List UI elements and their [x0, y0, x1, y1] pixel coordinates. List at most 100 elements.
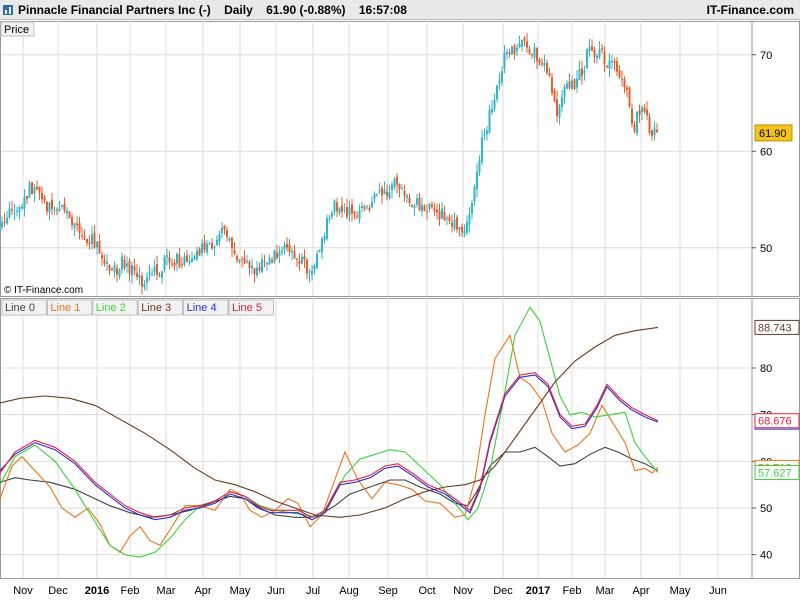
candle-down — [226, 230, 228, 237]
candle-down — [556, 99, 558, 116]
candle-down — [529, 49, 531, 54]
candle-up — [6, 218, 8, 223]
candle-down — [629, 87, 631, 106]
candle-up — [324, 236, 326, 240]
candle-down — [541, 63, 543, 64]
legend-label: Line 2 — [96, 302, 126, 314]
candle-up — [586, 50, 588, 69]
candle-up — [59, 209, 61, 211]
candle-down — [234, 250, 236, 253]
candle-down — [299, 261, 301, 264]
candle-down — [169, 257, 171, 262]
candle-up — [519, 44, 521, 47]
candle-up — [389, 192, 391, 198]
candle-down — [76, 224, 78, 225]
candle-down — [236, 256, 238, 260]
candle-up — [114, 265, 116, 272]
legend-label: Line 0 — [5, 302, 35, 314]
x-axis-label: Jun — [709, 585, 727, 597]
x-axis-label: Feb — [563, 585, 582, 597]
x-axis-label: Jun — [267, 585, 285, 597]
candle-up — [489, 110, 491, 133]
candle-down — [509, 52, 511, 54]
price-y-tick-label: 50 — [760, 243, 772, 255]
indicator-y-tick-label: 40 — [760, 550, 772, 562]
candle-down — [656, 130, 658, 132]
x-axis-label: Mar — [157, 585, 176, 597]
candle-down — [254, 268, 256, 274]
candle-down — [94, 232, 96, 247]
indicator-y-tick-label: 80 — [760, 363, 772, 375]
series-value-label: 68.676 — [758, 416, 792, 428]
candle-down — [84, 236, 86, 238]
x-axis-label: Feb — [121, 585, 140, 597]
candle-up — [66, 211, 68, 214]
candle-up — [269, 258, 271, 264]
candle-down — [526, 41, 528, 47]
candle-up — [504, 52, 506, 68]
candle-down — [621, 79, 623, 80]
candle-up — [321, 239, 323, 253]
candle-down — [459, 227, 461, 229]
candle-up — [281, 250, 283, 252]
candle-down — [296, 259, 298, 260]
candle-down — [4, 222, 6, 223]
candle-up — [166, 255, 168, 257]
candle-down — [439, 211, 441, 220]
x-axis-label: 2017 — [526, 585, 550, 597]
candle-down — [26, 196, 28, 199]
candle-down — [594, 49, 596, 57]
x-axis-label: Nov — [453, 585, 473, 597]
candle-up — [309, 275, 311, 276]
candle-down — [644, 108, 646, 112]
candle-up — [454, 220, 456, 229]
candle-up — [466, 222, 468, 233]
candle-down — [386, 192, 388, 196]
candle-up — [19, 207, 21, 212]
candle-up — [184, 256, 186, 265]
candle-up — [189, 261, 191, 263]
candle-up — [566, 84, 568, 89]
candle-up — [221, 228, 223, 233]
legend-label: Line 4 — [187, 302, 217, 314]
candle-up — [121, 256, 123, 269]
x-axis: Nov Dec 2016 Feb Mar Apr May Jun Jul Aug Sep Oct Nov… — [13, 585, 727, 597]
candle-up — [339, 208, 341, 214]
candle-down — [449, 217, 451, 222]
candle-down — [31, 182, 33, 194]
candle-up — [521, 40, 523, 47]
candle-up — [311, 271, 313, 275]
x-axis-label: Apr — [194, 585, 211, 597]
candle-down — [419, 197, 421, 210]
candle-up — [49, 202, 51, 212]
price-y-tick-label: 70 — [760, 50, 772, 62]
candle-down — [241, 259, 243, 260]
x-axis-label: May — [230, 585, 251, 597]
candle-up — [391, 184, 393, 190]
x-axis-label: Oct — [418, 585, 435, 597]
candle-down — [99, 241, 101, 254]
x-axis-label: May — [670, 585, 691, 597]
candle-down — [111, 269, 113, 270]
candle-up — [214, 247, 216, 249]
candle-up — [319, 250, 321, 252]
candle-down — [426, 211, 428, 212]
candle-up — [29, 183, 31, 198]
candle-up — [106, 262, 108, 264]
candle-down — [156, 264, 158, 275]
copyright-watermark: © IT-Finance.com — [4, 285, 83, 296]
candle-down — [56, 210, 58, 211]
legend-label: Line 3 — [141, 302, 171, 314]
candle-down — [634, 124, 636, 131]
candle-up — [561, 97, 563, 107]
series-value-label: 57.627 — [758, 468, 792, 480]
chart-title-bar: Pinnacle Financial Partners Inc (-) Dail… — [0, 0, 800, 20]
candle-down — [289, 245, 291, 252]
candle-up — [196, 251, 198, 259]
candle-down — [79, 223, 81, 233]
candle-up — [96, 242, 98, 248]
candle-up — [9, 208, 11, 217]
candle-up — [301, 257, 303, 264]
candle-up — [474, 187, 476, 201]
candle-up — [239, 260, 241, 263]
